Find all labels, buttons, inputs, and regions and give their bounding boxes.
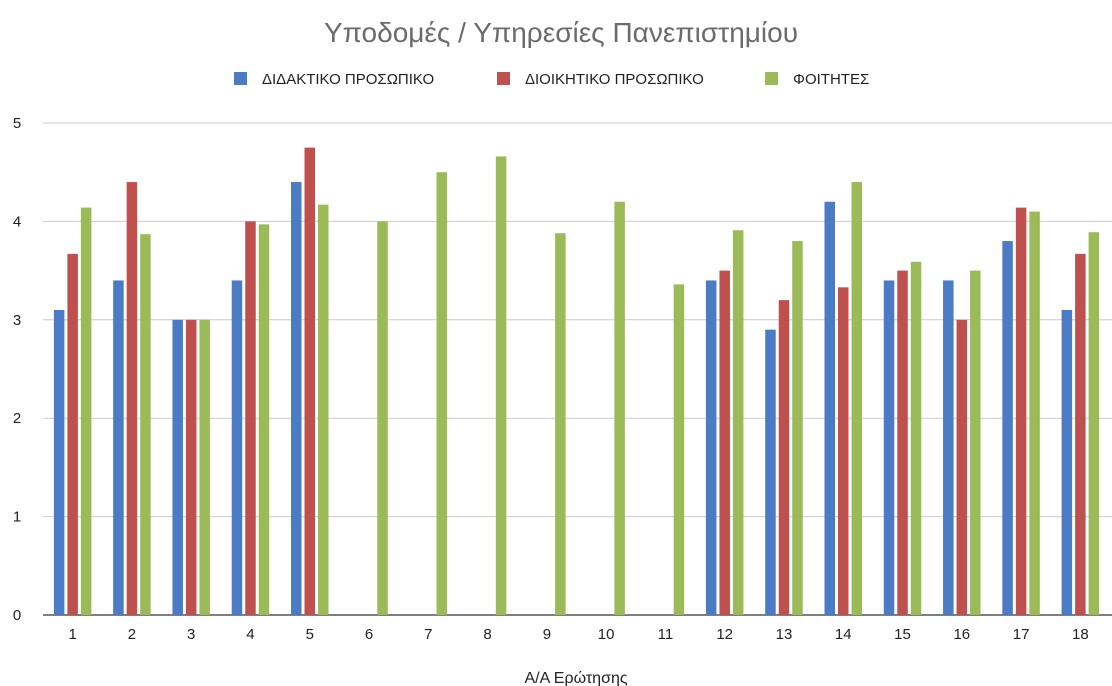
legend-swatch: [497, 72, 510, 85]
bar: [732, 230, 744, 616]
bar: [673, 284, 685, 615]
legend-swatch: [234, 72, 247, 85]
x-tick-label: 16: [953, 626, 970, 643]
bar: [956, 319, 968, 615]
y-tick-label: 0: [13, 607, 21, 624]
bar: [185, 319, 197, 615]
x-tick-label: 1: [68, 626, 76, 643]
bar: [838, 287, 849, 615]
bar: [1088, 232, 1100, 615]
x-tick-label: 4: [246, 626, 254, 643]
bar: [555, 233, 566, 615]
bar: [1075, 253, 1086, 615]
x-tick-label: 7: [424, 626, 432, 643]
bar: [970, 270, 981, 615]
bar: [792, 241, 803, 615]
bar: [1061, 309, 1073, 615]
bar: [231, 280, 243, 615]
legend-label: ΔΙΟΙΚΗΤΙΚΟ ΠΡΟΣΩΠΙΚΟ: [525, 71, 704, 88]
bar: [765, 329, 776, 615]
bar: [80, 207, 92, 615]
bar: [614, 201, 625, 615]
bar: [897, 270, 908, 615]
bar: [245, 221, 256, 615]
x-tick-label: 13: [776, 626, 793, 643]
bar: [1002, 241, 1013, 615]
bar: [910, 261, 922, 615]
bar: [719, 270, 730, 615]
bar: [824, 201, 835, 615]
x-axis-ticks: 1 2 3 4 5 6 7 8 9 10 11 12 13 14 15 16 17 18: [68, 626, 1088, 643]
bar: [1015, 207, 1027, 615]
y-tick-label: 4: [13, 213, 21, 230]
x-axis-label: Α/Α Ερώτησης: [524, 670, 627, 686]
bar: [53, 309, 65, 615]
bar: [778, 300, 790, 615]
y-tick-label: 1: [13, 509, 21, 526]
x-tick-label: 2: [128, 626, 136, 643]
bar: [943, 280, 954, 615]
legend-label: ΦΟΙΤΗΤΕΣ: [793, 71, 869, 88]
bar: [883, 280, 895, 615]
y-tick-label: 2: [13, 410, 21, 427]
x-tick-label: 5: [306, 626, 314, 643]
x-tick-label: 6: [365, 626, 373, 643]
gridlines: [43, 122, 1112, 616]
bar: [495, 156, 507, 615]
bar: [304, 147, 315, 615]
bar: [291, 182, 302, 616]
bar: [318, 204, 329, 615]
bar: [705, 280, 717, 615]
x-tick-label: 11: [658, 626, 674, 643]
bar: [436, 172, 448, 615]
x-tick-label: 12: [716, 626, 733, 643]
y-axis-ticks: 0 1 2 3 4 5: [13, 115, 21, 624]
x-tick-label: 17: [1013, 626, 1030, 643]
bar: [199, 319, 210, 615]
bar: [126, 182, 138, 616]
bar: [113, 280, 124, 615]
legend-label: ΔΙΔΑΚΤΙΚΟ ΠΡΟΣΩΠΙΚΟ: [262, 71, 434, 88]
legend-swatch: [765, 72, 778, 85]
x-tick-label: 3: [187, 626, 195, 643]
bars: [53, 147, 1100, 616]
bar: [258, 224, 270, 616]
y-tick-label: 3: [13, 312, 21, 329]
bar: [1029, 211, 1040, 615]
legend: ΔΙΔΑΚΤΙΚΟ ΠΡΟΣΩΠΙΚΟ ΔΙΟΙΚΗΤΙΚΟ ΠΡΟΣΩΠΙΚΟ Φ…: [234, 71, 869, 88]
x-tick-label: 9: [543, 626, 551, 643]
bar: [67, 253, 78, 615]
bar: [377, 221, 388, 615]
chart-title: Υποδομές / Υπηρεσίες Πανεπιστημίου: [324, 17, 798, 48]
x-tick-label: 8: [483, 626, 491, 643]
x-tick-label: 10: [598, 626, 615, 643]
x-tick-label: 18: [1072, 626, 1089, 643]
y-tick-label: 5: [13, 115, 21, 132]
x-tick-label: 15: [894, 626, 911, 643]
x-tick-label: 14: [835, 626, 852, 643]
bar: [140, 234, 151, 615]
bar: [172, 319, 183, 615]
bar: [851, 182, 862, 616]
